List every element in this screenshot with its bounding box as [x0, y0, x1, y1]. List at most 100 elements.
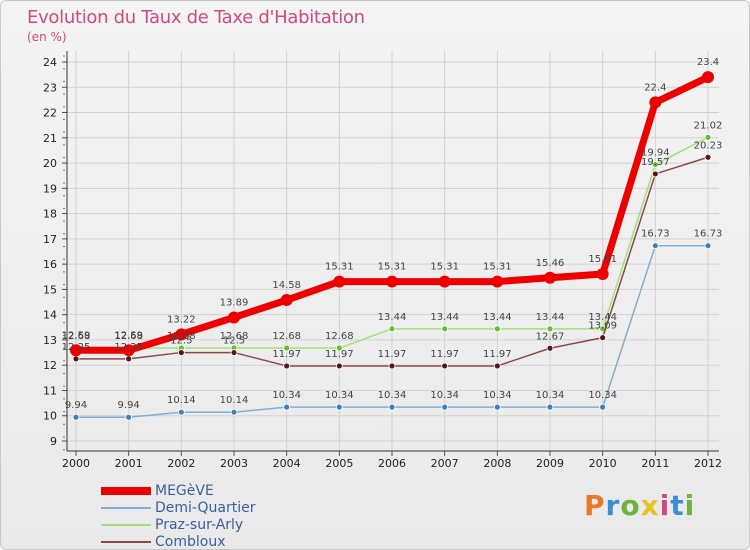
y-tick-label: 13 [43, 334, 57, 347]
data-label: 12.5 [223, 336, 245, 347]
x-tick-label: 2004 [273, 457, 301, 470]
logo-letter: i [684, 489, 696, 522]
y-tick-label: 22 [43, 107, 57, 120]
legend-swatch [101, 524, 151, 526]
legend-label: Combloux [155, 534, 226, 550]
logo-letter: i [659, 489, 671, 522]
data-point [704, 153, 712, 161]
data-point [702, 71, 714, 84]
data-label: 10.34 [430, 390, 459, 401]
data-label: 11.97 [430, 349, 459, 360]
logo-letter: P [584, 489, 606, 522]
data-label: 15.46 [536, 258, 565, 269]
data-point [335, 403, 343, 411]
data-point [335, 344, 343, 352]
chart-title: Evolution du Taux de Taxe d'Habitation [27, 7, 365, 28]
y-tick-label: 10 [43, 410, 57, 423]
data-point [230, 408, 238, 416]
data-point [651, 161, 659, 168]
data-label: 9.94 [118, 400, 140, 411]
data-point [230, 349, 238, 356]
data-label: 12.68 [114, 331, 143, 342]
y-tick-label: 17 [43, 233, 57, 246]
data-point [335, 362, 343, 370]
legend-label: Demi-Quartier [155, 500, 256, 516]
data-label: 10.34 [325, 390, 354, 401]
data-point [386, 275, 398, 288]
data-point [388, 325, 396, 333]
data-label: 13.89 [220, 297, 249, 308]
data-point [546, 403, 554, 411]
data-label: 21.02 [694, 120, 723, 131]
legend-label: MEGèVE [155, 483, 214, 499]
x-tick-label: 2002 [167, 457, 195, 470]
data-label: 12.67 [536, 331, 565, 342]
data-label: 12.25 [114, 342, 143, 353]
data-label: 12.68 [167, 331, 196, 342]
logo-letter: x [640, 489, 660, 522]
data-label: 20.23 [694, 140, 723, 151]
data-point [280, 294, 293, 307]
y-tick-label: 18 [43, 208, 57, 221]
legend-swatch [101, 507, 151, 509]
legend-swatch [101, 541, 151, 543]
y-tick-label: 9 [50, 435, 57, 448]
data-point [441, 362, 449, 370]
data-label: 11.97 [378, 349, 407, 360]
data-label: 10.34 [378, 390, 407, 401]
x-tick-label: 2000 [62, 457, 90, 470]
x-tick-label: 2003 [220, 457, 248, 470]
data-label: 19.94 [641, 148, 670, 159]
data-point [649, 96, 662, 109]
data-label: 15.31 [325, 262, 354, 273]
data-label: 13.22 [167, 314, 196, 325]
data-label: 13.44 [588, 312, 617, 323]
data-point [599, 334, 607, 342]
data-label: 15.31 [483, 262, 512, 273]
x-tick-label: 2009 [536, 457, 564, 470]
data-label: 14.58 [272, 280, 301, 291]
data-label: 10.14 [167, 395, 196, 406]
logo-letter: r [605, 489, 621, 522]
x-tick-label: 2001 [115, 457, 143, 470]
data-label: 12.5 [170, 336, 192, 347]
x-tick-label: 2012 [694, 457, 722, 470]
data-point [599, 403, 607, 411]
data-point [122, 344, 135, 357]
data-label: 15.31 [378, 262, 407, 273]
x-tick-label: 2005 [325, 457, 353, 470]
proxiti-logo: Proxiti [584, 489, 695, 522]
data-label: 9.94 [65, 400, 87, 411]
y-tick-label: 23 [43, 81, 57, 94]
data-label: 13.44 [430, 312, 459, 323]
data-point [388, 403, 396, 411]
data-point [283, 362, 291, 370]
data-point [177, 349, 185, 356]
data-point [70, 344, 82, 357]
data-label: 23.4 [697, 57, 719, 68]
data-point [72, 355, 80, 363]
data-point [441, 403, 449, 411]
data-point [283, 403, 291, 411]
legend-label: Praz-sur-Arly [155, 517, 244, 533]
data-point [651, 242, 659, 250]
y-tick-label: 14 [43, 309, 57, 322]
data-point [333, 275, 346, 288]
data-label: 12.59 [62, 330, 91, 341]
data-label: 16.73 [694, 229, 723, 240]
data-point [493, 403, 501, 411]
data-label: 10.34 [588, 390, 617, 401]
data-point [72, 413, 80, 421]
data-label: 22.4 [644, 82, 666, 93]
data-point [491, 275, 504, 288]
data-label: 10.14 [220, 395, 249, 406]
logo-letter: t [670, 489, 685, 522]
data-point [546, 325, 554, 333]
y-tick-label: 20 [43, 157, 57, 170]
data-label: 13.09 [588, 321, 617, 332]
data-label: 12.59 [114, 330, 143, 341]
data-label: 11.97 [325, 349, 354, 360]
x-tick-label: 2006 [378, 457, 406, 470]
x-tick-label: 2008 [483, 457, 511, 470]
data-labels: 12.59 12.59 13.22 13.89 14.58 15.31 15.31 15.31… [62, 57, 723, 411]
